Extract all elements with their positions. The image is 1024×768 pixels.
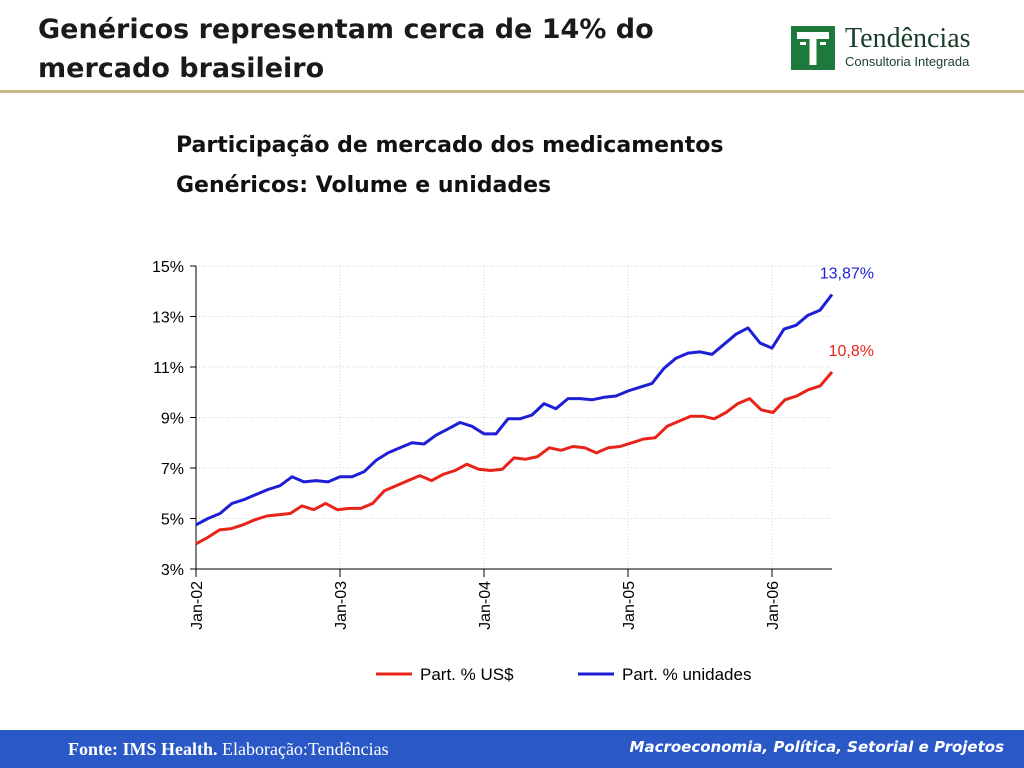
- series-line-units: [195, 293, 834, 527]
- footer-source: Fonte: IMS Health. Elaboração:Tendências: [68, 739, 389, 760]
- title-divider: [0, 90, 1024, 93]
- legend-label: Part. % US$: [420, 665, 514, 684]
- y-tick-label: 11%: [153, 360, 184, 377]
- chart-subtitle: Genéricos: Volume e unidades: [176, 173, 552, 198]
- y-tick-label: 9%: [161, 411, 184, 428]
- series-line-us: [195, 371, 834, 546]
- footer-bar: Fonte: IMS Health. Elaboração:Tendências…: [0, 730, 1024, 768]
- x-tick-label: Jan-03: [333, 581, 350, 630]
- x-tick-label: Jan-04: [477, 581, 494, 630]
- slide-title: Genéricos representam cerca de 14% do me…: [38, 14, 654, 84]
- y-tick-label: 7%: [161, 461, 184, 478]
- company-logo: Tendências Consultoria Integrada: [791, 24, 1001, 72]
- y-tick-label: 5%: [161, 512, 184, 529]
- legend-label: Part. % unidades: [622, 665, 751, 684]
- x-tick-label: Jan-05: [621, 581, 638, 630]
- y-tick-label: 13%: [152, 310, 184, 327]
- line-chart: 3% 5% 7% 9% 11% 13% 15% Jan-02 Jan-03 Jan-04 Jan-0…: [152, 259, 874, 684]
- footer-source-text: Elaboração:Tendências: [217, 739, 389, 759]
- x-tick-label: Jan-02: [189, 581, 206, 630]
- footer-source-label: Fonte: IMS Health.: [68, 739, 218, 759]
- end-data-label: 10,8%: [829, 343, 874, 360]
- footer-tagline: Macroeconomia, Política, Setorial e Proj…: [629, 738, 1004, 756]
- logo-mark-icon: [791, 26, 835, 70]
- y-tick-label: 3%: [161, 562, 184, 579]
- x-tick-label: Jan-06: [765, 581, 782, 630]
- chart-title: Participação de mercado dos medicamentos: [176, 133, 724, 158]
- y-tick-label: 15%: [152, 259, 184, 276]
- logo-name: Tendências: [845, 23, 971, 54]
- logo-subtitle: Consultoria Integrada: [845, 54, 970, 69]
- end-data-label: 13,87%: [820, 266, 874, 283]
